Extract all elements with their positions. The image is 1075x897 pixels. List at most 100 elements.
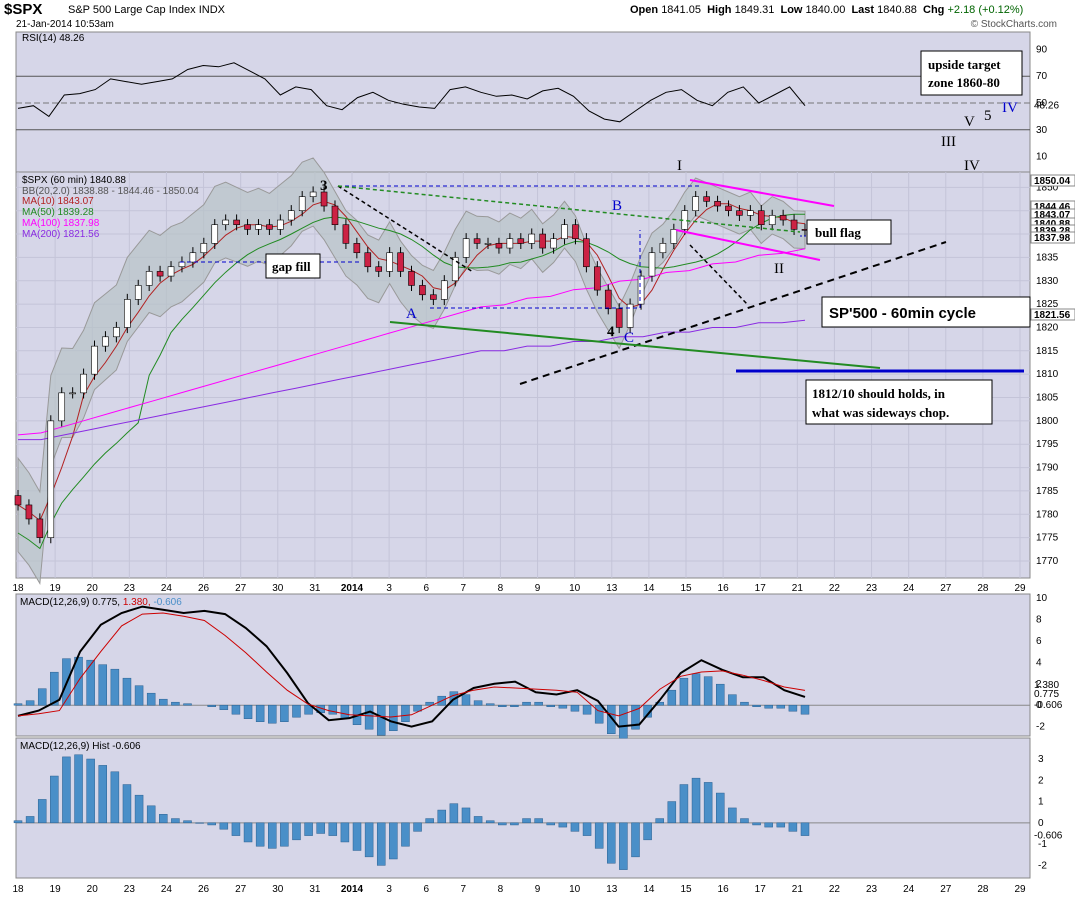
rsi-tick-label: 10 <box>1036 152 1048 163</box>
price-tick-label: 1815 <box>1036 346 1059 357</box>
high-value: 1849.31 <box>734 4 775 16</box>
candle-body <box>757 210 765 226</box>
macd-right-label: -0.606 <box>1034 700 1063 711</box>
candle-body <box>36 518 44 538</box>
price-tick-label: 1780 <box>1036 509 1059 520</box>
macd-tick-label: 2 <box>1036 679 1042 690</box>
low-label: Low <box>780 4 803 16</box>
cycle-label: SP'500 - 60min cycle <box>829 305 976 322</box>
x-tick-label: 31 <box>309 583 321 594</box>
hist-bar <box>13 820 23 824</box>
x-tick-label: 23 <box>124 583 136 594</box>
x-tick-label-bottom: 24 <box>161 884 173 895</box>
low-value: 1840.00 <box>805 4 846 16</box>
price-right-label: 1844.46 <box>1034 202 1071 213</box>
x-tick-label-bottom: 6 <box>423 884 429 895</box>
x-tick-label-bottom: 13 <box>606 884 618 895</box>
hist-bar <box>134 794 144 824</box>
candle-body <box>211 224 219 244</box>
ma10-legend: MA(10) 1843.07 <box>22 196 94 207</box>
x-tick-label: 24 <box>161 583 173 594</box>
hist-bar <box>328 822 338 836</box>
macd-title-value: 0.775, <box>92 597 120 608</box>
x-tick-label: 21 <box>792 583 804 594</box>
macd-signal-line <box>17 612 806 718</box>
hist-bar <box>159 814 168 824</box>
macd-hist-bar <box>485 703 495 706</box>
index-name: S&P 500 Large Cap Index INDX <box>68 4 225 16</box>
hist-bar <box>619 822 628 870</box>
macd-hist-bar <box>389 704 398 731</box>
x-tick-label-bottom: 21 <box>792 884 804 895</box>
hist-bar <box>667 801 677 824</box>
x-tick-label: 26 <box>198 583 210 594</box>
candle-body <box>692 196 699 211</box>
price-tick-label: 1825 <box>1036 299 1059 310</box>
price-tick-label: 1805 <box>1036 393 1059 404</box>
macd-hist-bar <box>292 704 301 718</box>
support-note-box <box>805 379 993 425</box>
macd-title-name: MACD(12,26,9) <box>20 597 89 608</box>
wave-3-label: 3 <box>320 178 328 194</box>
candle-body <box>626 303 634 328</box>
hist-bar <box>352 822 362 851</box>
ma100-line <box>17 248 806 436</box>
hist-bar <box>776 822 786 828</box>
flag-lower-line <box>675 229 821 261</box>
x-tick-label-bottom: 30 <box>272 884 284 895</box>
ma200-legend: MA(200) 1821.56 <box>22 229 100 240</box>
x-tick-label: 3 <box>386 583 392 594</box>
candle-body <box>583 238 590 268</box>
last-value: 1840.88 <box>877 4 917 16</box>
price-tick-label: 1795 <box>1036 439 1059 450</box>
macd-plot <box>13 605 1030 739</box>
ohlc-readout: Open 1841.05 High 1849.31 Low 1840.00 La… <box>630 4 1023 16</box>
candle-body <box>648 252 656 277</box>
hist-tick-label: 0 <box>1038 818 1044 829</box>
candle-body <box>14 495 22 506</box>
hist-bar <box>50 775 59 824</box>
macd-hist-bar <box>207 704 216 707</box>
macd-hist-bar <box>510 704 519 707</box>
x-tick-label: 2014 <box>341 583 364 594</box>
candle-body <box>200 243 208 254</box>
price-tick-label: 1810 <box>1036 369 1059 380</box>
price-right-label-box <box>1030 231 1075 244</box>
hist-bar <box>485 820 495 824</box>
green-dashed-line <box>337 185 801 233</box>
macd-hist-bar <box>86 659 95 706</box>
candle-body <box>408 271 415 286</box>
candle-body <box>430 294 437 300</box>
candle-body <box>102 336 109 347</box>
hist-bar <box>655 818 664 824</box>
cycle-box <box>821 296 1031 328</box>
price-tick-label: 1830 <box>1036 276 1059 287</box>
x-tick-label: 30 <box>272 583 284 594</box>
open-label: Open <box>630 4 659 16</box>
wave-4-label: 4 <box>607 324 615 340</box>
candle-body <box>703 196 710 202</box>
x-tick-label: 24 <box>903 583 915 594</box>
hist-bar <box>304 822 313 836</box>
price-right-label-box <box>1030 174 1075 187</box>
macd-hist-bar <box>607 704 616 734</box>
candle-body <box>47 420 55 538</box>
macd-hist-bar <box>328 704 338 715</box>
hist-bar <box>643 822 652 841</box>
x-tick-label-bottom: 17 <box>755 884 767 895</box>
macd-hist-bar <box>728 694 737 706</box>
macd-hist-bar <box>461 694 471 706</box>
ma100-legend: MA(100) 1837.98 <box>22 218 100 229</box>
x-tick-label: 9 <box>535 583 541 594</box>
macd-hist-bar <box>546 704 555 707</box>
macd-hist-bar <box>631 704 640 730</box>
wave-a-label: A <box>406 306 417 322</box>
candle-body <box>69 392 76 395</box>
macd-panel <box>15 593 1031 737</box>
x-tick-label-bottom: 31 <box>309 884 321 895</box>
x-tick-label: 19 <box>50 583 62 594</box>
macd-hist-bar <box>594 704 604 724</box>
ma50-legend: MA(50) 1839.28 <box>22 207 94 218</box>
x-tick-label: 23 <box>866 583 878 594</box>
hist-panel <box>15 737 1031 879</box>
